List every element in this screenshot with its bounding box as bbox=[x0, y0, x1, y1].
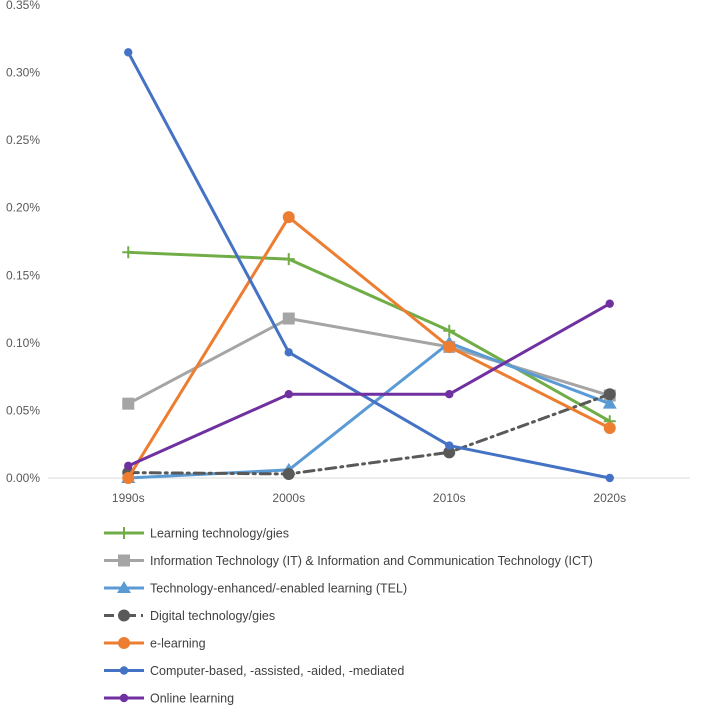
y-tick-label: 0.25% bbox=[6, 133, 40, 147]
legend-marker bbox=[118, 527, 130, 539]
chart-series bbox=[121, 48, 617, 484]
data-point bbox=[445, 390, 454, 399]
series-line bbox=[126, 302, 612, 468]
data-point bbox=[282, 312, 295, 325]
series-group bbox=[124, 48, 614, 483]
chart-axes: 0.00% 0.05% 0.10% 0.15% 0.20% 0.25% 0.30% 0.35%… bbox=[6, 0, 690, 505]
y-tick-label: 0.15% bbox=[6, 268, 40, 282]
data-point bbox=[284, 348, 293, 357]
x-tick-label: 2010s bbox=[433, 491, 466, 505]
data-point bbox=[602, 396, 617, 409]
legend-label: Learning technology/gies bbox=[150, 527, 289, 541]
legend-marker bbox=[119, 693, 129, 703]
legend-label: Technology-enhanced/-enabled learning (T… bbox=[150, 582, 407, 596]
data-point bbox=[605, 299, 614, 308]
data-point bbox=[443, 324, 456, 337]
legend-item: Digital technology/gies bbox=[104, 609, 275, 623]
y-tick-label: 0.30% bbox=[6, 66, 40, 80]
legend-label: Digital technology/gies bbox=[150, 609, 275, 623]
legend-item: Information Technology (IT) & Informatio… bbox=[104, 554, 593, 568]
series-group bbox=[121, 335, 617, 483]
legend-marker bbox=[118, 554, 130, 567]
data-point bbox=[282, 211, 295, 224]
data-point bbox=[122, 472, 135, 484]
data-point bbox=[124, 461, 133, 471]
data-point bbox=[603, 421, 616, 434]
legend-label: Online learning bbox=[150, 692, 234, 706]
legend-label: Information Technology (IT) & Informatio… bbox=[150, 554, 593, 568]
legend-marker bbox=[118, 609, 130, 622]
data-point bbox=[603, 388, 616, 401]
legend-label: e-learning bbox=[150, 637, 206, 651]
y-tick-label: 0.05% bbox=[6, 403, 40, 417]
legend-item: Learning technology/gies bbox=[104, 527, 289, 541]
data-point bbox=[445, 441, 454, 450]
x-tick-label: 2000s bbox=[272, 491, 305, 505]
series-line bbox=[126, 317, 612, 406]
data-point bbox=[443, 340, 456, 353]
legend-item: Computer-based, -assisted, -aided, -medi… bbox=[104, 664, 404, 678]
x-tick-label: 1990s bbox=[112, 491, 145, 505]
legend-marker bbox=[118, 637, 130, 649]
series-group bbox=[124, 299, 614, 471]
legend-marker bbox=[117, 581, 131, 593]
data-point bbox=[122, 397, 135, 410]
x-tick-label: 2020s bbox=[593, 491, 626, 505]
data-point bbox=[282, 253, 295, 266]
series-group bbox=[122, 211, 616, 484]
y-tick-label: 0.00% bbox=[6, 471, 40, 485]
data-point bbox=[284, 390, 293, 399]
y-tick-label: 0.10% bbox=[6, 336, 40, 350]
data-point bbox=[605, 473, 614, 483]
legend-item: e-learning bbox=[104, 637, 206, 651]
legend-item: Online learning bbox=[104, 692, 234, 706]
legend-item: Technology-enhanced/-enabled learning (T… bbox=[104, 581, 407, 596]
legend-marker bbox=[119, 666, 129, 675]
data-point bbox=[122, 246, 135, 259]
data-point bbox=[124, 48, 133, 57]
chart-legend: Learning technology/gies Information Tech… bbox=[104, 527, 593, 706]
y-tick-label: 0.35% bbox=[6, 0, 40, 12]
data-point bbox=[443, 446, 456, 459]
y-tick-label: 0.20% bbox=[6, 201, 40, 215]
series-line bbox=[126, 215, 612, 480]
legend-label: Computer-based, -assisted, -aided, -medi… bbox=[150, 664, 404, 678]
series-line bbox=[126, 50, 612, 480]
data-point bbox=[282, 467, 295, 480]
series-line bbox=[126, 392, 612, 476]
series-line bbox=[126, 250, 612, 423]
